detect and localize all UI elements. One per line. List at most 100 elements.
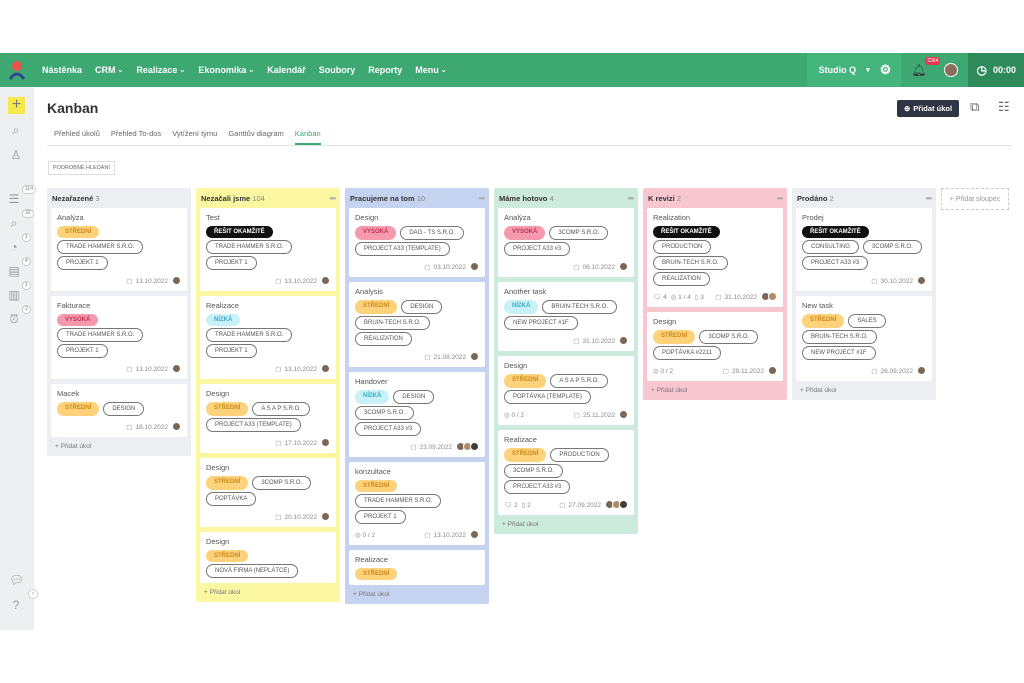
- add-card-button[interactable]: + Přidat úkol: [349, 585, 485, 600]
- bell-icon[interactable]: 🔔︎: [911, 63, 927, 77]
- label-tag: NEW PROJECT #1F: [802, 346, 876, 360]
- task-card[interactable]: Handover NÍZKÁ DESIGN 3COMP S.R.O. PROJECT A…: [349, 372, 485, 457]
- alarm-clock-icon[interactable]: ⏰︎ 2: [7, 305, 31, 327]
- task-card[interactable]: Macek STŘEDNÍ DESIGN ▢ 18.10.2022: [51, 384, 187, 437]
- task-card[interactable]: Analýza VYSOKÁ 3COMP S.R.O. PROJECT A33 #3 ▢…: [498, 208, 634, 277]
- assignee-avatar[interactable]: [172, 421, 181, 431]
- task-card[interactable]: konzultace STŘEDNÍ TRADE HAMMER S.R.O. PROJ…: [349, 462, 485, 545]
- task-card[interactable]: Fakturace VYSOKÁ TRADE HAMMER S.R.O. PROJEK…: [51, 296, 187, 379]
- add-card-button[interactable]: + Přidat úkol: [51, 437, 187, 452]
- add-card-button[interactable]: + Přidat úkol: [796, 381, 932, 396]
- nav-item-realizace[interactable]: Realizace ⌄: [136, 65, 185, 75]
- add-card-button[interactable]: + Přidat úkol: [647, 381, 783, 396]
- assignee-avatar[interactable]: [321, 363, 330, 373]
- task-card[interactable]: Design VYSOKÁ DAG - TS S.R.O. PROJECT A33 (…: [349, 208, 485, 277]
- assignee-avatar[interactable]: [917, 365, 926, 375]
- chat-icon[interactable]: 💬︎: [9, 573, 25, 587]
- assignee-avatar[interactable]: [172, 275, 181, 285]
- task-card[interactable]: Realizace STŘEDNÍ PRODUCTION 3COMP S.R.O. PR…: [498, 430, 634, 515]
- task-card[interactable]: Design STŘEDNÍ NOVÁ FIRMA (NEPLÁTCE): [200, 532, 336, 583]
- invoice-icon[interactable]: ▥ 1: [7, 281, 31, 303]
- nav-item-soubory[interactable]: Soubory: [319, 65, 356, 75]
- add-column-button[interactable]: + Přidat sloupec: [941, 188, 1009, 210]
- help-icon[interactable]: ?: [12, 598, 20, 612]
- nav-item-crm[interactable]: CRM ⌄: [95, 65, 123, 75]
- search-icon[interactable]: ⌕: [12, 123, 20, 137]
- add-card-button[interactable]: + Přidat úkol: [200, 583, 336, 598]
- more-options-icon[interactable]: •••: [329, 193, 336, 203]
- task-card[interactable]: Design STŘEDNÍ A S A P S.R.O. PROJECT A33 (…: [200, 384, 336, 453]
- assignee-avatar[interactable]: [619, 335, 628, 345]
- assignee-avatar[interactable]: [470, 351, 479, 361]
- checklist-value: 0 / 2: [362, 532, 376, 539]
- notification-badge: 2364: [925, 57, 941, 65]
- assignee-avatar[interactable]: [172, 363, 181, 373]
- plus-icon[interactable]: +: [8, 97, 25, 114]
- assignee-avatar[interactable]: [321, 511, 330, 521]
- task-card[interactable]: Realizace STŘEDNÍ: [349, 550, 485, 585]
- task-card[interactable]: New task STŘEDNÍ SALES BRUIN-TECH S.R.O. NEW…: [796, 296, 932, 381]
- tab-0[interactable]: Přehled úkolů: [54, 129, 100, 138]
- assignee-avatar[interactable]: [470, 441, 479, 451]
- assignee-avatar[interactable]: [321, 275, 330, 285]
- check-circle-icon[interactable]: ◔ 1: [7, 233, 31, 255]
- app-logo[interactable]: [0, 53, 34, 87]
- task-card[interactable]: Design STŘEDNÍ 3COMP S.R.O. POPTÁVKA ▢ 20.10.…: [200, 458, 336, 527]
- add-card-label: Přidat úkol: [507, 521, 539, 528]
- tab-2[interactable]: Vytížení týmu: [172, 129, 218, 138]
- tab-4[interactable]: Kanban: [294, 129, 321, 145]
- calendar-icon: ▢: [573, 412, 580, 419]
- user-icon[interactable]: ♙: [10, 148, 22, 162]
- task-card[interactable]: Analýza STŘEDNÍ TRADE HAMMER S.R.O. PROJEKT…: [51, 208, 187, 291]
- card-tags: VYSOKÁ TRADE HAMMER S.R.O. PROJEKT 1: [57, 314, 181, 358]
- assignee-avatar[interactable]: [470, 261, 479, 271]
- task-card[interactable]: Realizace NÍZKÁ TRADE HAMMER S.R.O. PROJEKT…: [200, 296, 336, 379]
- nav-item-ekonomika[interactable]: Ekonomika ⌄: [198, 65, 254, 75]
- column-title: Máme hotovo 4: [499, 194, 554, 203]
- add-task-button[interactable]: ⊕ Přidat úkol: [897, 100, 960, 117]
- more-options-icon[interactable]: •••: [478, 193, 485, 203]
- tab-1[interactable]: Přehled To-dos: [110, 129, 162, 138]
- nav-item-reporty[interactable]: Reporty: [368, 65, 402, 75]
- label-tag: PROJECT A33 #3: [355, 422, 422, 436]
- due-date: 31.10.2022: [724, 293, 757, 301]
- task-card[interactable]: Design STŘEDNÍ A S A P S.R.O. POPTÁVKA (TEM…: [498, 356, 634, 425]
- nav-item-menu[interactable]: Menu ⌄: [415, 65, 446, 75]
- task-card[interactable]: Realization ŘEŠIT OKAMŽITĚ PRODUCTION BRUIN…: [647, 208, 783, 307]
- assignee-avatar[interactable]: [321, 437, 330, 447]
- assignee-avatar[interactable]: [768, 365, 777, 375]
- expand-sidebar-icon[interactable]: ›: [28, 589, 38, 599]
- assignee-avatar[interactable]: [917, 275, 926, 285]
- detailed-search-button[interactable]: PODROBNÉ HLEDÁNÍ: [48, 161, 115, 175]
- priority-badge: STŘEDNÍ: [504, 374, 547, 388]
- assignee-avatar[interactable]: [619, 499, 628, 509]
- tab-3[interactable]: Ganttův diagram: [228, 129, 284, 138]
- assignee-avatar[interactable]: [619, 261, 628, 271]
- search-tasks-icon[interactable]: ⌕ 32: [7, 209, 34, 231]
- more-options-icon[interactable]: •••: [776, 193, 783, 203]
- nav-item-kalendář[interactable]: Kalendář: [267, 65, 306, 75]
- task-card[interactable]: Design STŘEDNÍ 3COMP S.R.O. POPTÁVKA #2211 ◎…: [647, 312, 783, 381]
- task-card[interactable]: Analysis STŘEDNÍ DESIGN BRUIN-TECH S.R.O. RE…: [349, 282, 485, 367]
- task-card[interactable]: Prodej ŘEŠIT OKAMŽITĚ CONSULTING 3COMP S.R.…: [796, 208, 932, 291]
- workspace-switcher[interactable]: Studio Q ▾ ⚙: [806, 53, 902, 87]
- nav-item-nástěnka[interactable]: Nástěnka: [42, 65, 82, 75]
- add-card-button[interactable]: + Přidat úkol: [498, 515, 634, 530]
- task-card[interactable]: Another task NÍZKÁ BRUIN-TECH S.R.O. NEW PR…: [498, 282, 634, 351]
- more-options-icon[interactable]: •••: [627, 193, 634, 203]
- count-badge: 1: [22, 233, 31, 242]
- task-list-icon[interactable]: ☰ 114: [7, 185, 36, 207]
- timer-button[interactable]: ◷ 00:00: [968, 53, 1024, 87]
- more-options-icon[interactable]: •••: [925, 193, 932, 203]
- document-icon[interactable]: ▤ 4: [7, 257, 31, 279]
- user-avatar[interactable]: [944, 63, 959, 77]
- settings-sliders-icon[interactable]: ☷: [998, 99, 1010, 114]
- assignee-avatar[interactable]: [619, 409, 628, 419]
- task-card[interactable]: Test ŘEŠIT OKAMŽITĚ TRADE HAMMER S.R.O. PRO…: [200, 208, 336, 291]
- assignee-avatar[interactable]: [768, 291, 777, 301]
- card-title: Realization: [653, 213, 691, 222]
- card-tags: STŘEDNÍ TRADE HAMMER S.R.O. PROJEKT 1: [57, 226, 181, 270]
- copy-icon[interactable]: ⧉: [970, 99, 980, 114]
- assignee-avatar[interactable]: [470, 529, 479, 539]
- gear-icon[interactable]: ⚙: [879, 62, 892, 77]
